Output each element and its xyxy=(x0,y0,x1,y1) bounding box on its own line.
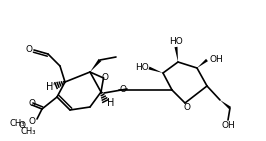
Text: H: H xyxy=(107,98,115,108)
Polygon shape xyxy=(148,67,163,73)
Text: CH₃: CH₃ xyxy=(20,127,36,136)
Text: O: O xyxy=(184,103,190,113)
Polygon shape xyxy=(90,59,101,72)
Text: HO: HO xyxy=(135,62,149,71)
Text: O: O xyxy=(102,73,109,82)
Polygon shape xyxy=(220,100,231,109)
Polygon shape xyxy=(174,47,178,62)
Text: OH: OH xyxy=(209,55,223,63)
Text: O: O xyxy=(19,121,26,129)
Text: O: O xyxy=(28,99,35,107)
Text: O: O xyxy=(119,84,127,93)
Polygon shape xyxy=(197,59,208,68)
Text: O: O xyxy=(26,45,32,53)
Text: ": " xyxy=(52,82,56,92)
Text: CH₃: CH₃ xyxy=(9,118,25,127)
Text: O: O xyxy=(28,116,35,125)
Text: OH: OH xyxy=(221,122,235,131)
Text: H: H xyxy=(46,82,54,92)
Text: HO: HO xyxy=(169,37,183,46)
